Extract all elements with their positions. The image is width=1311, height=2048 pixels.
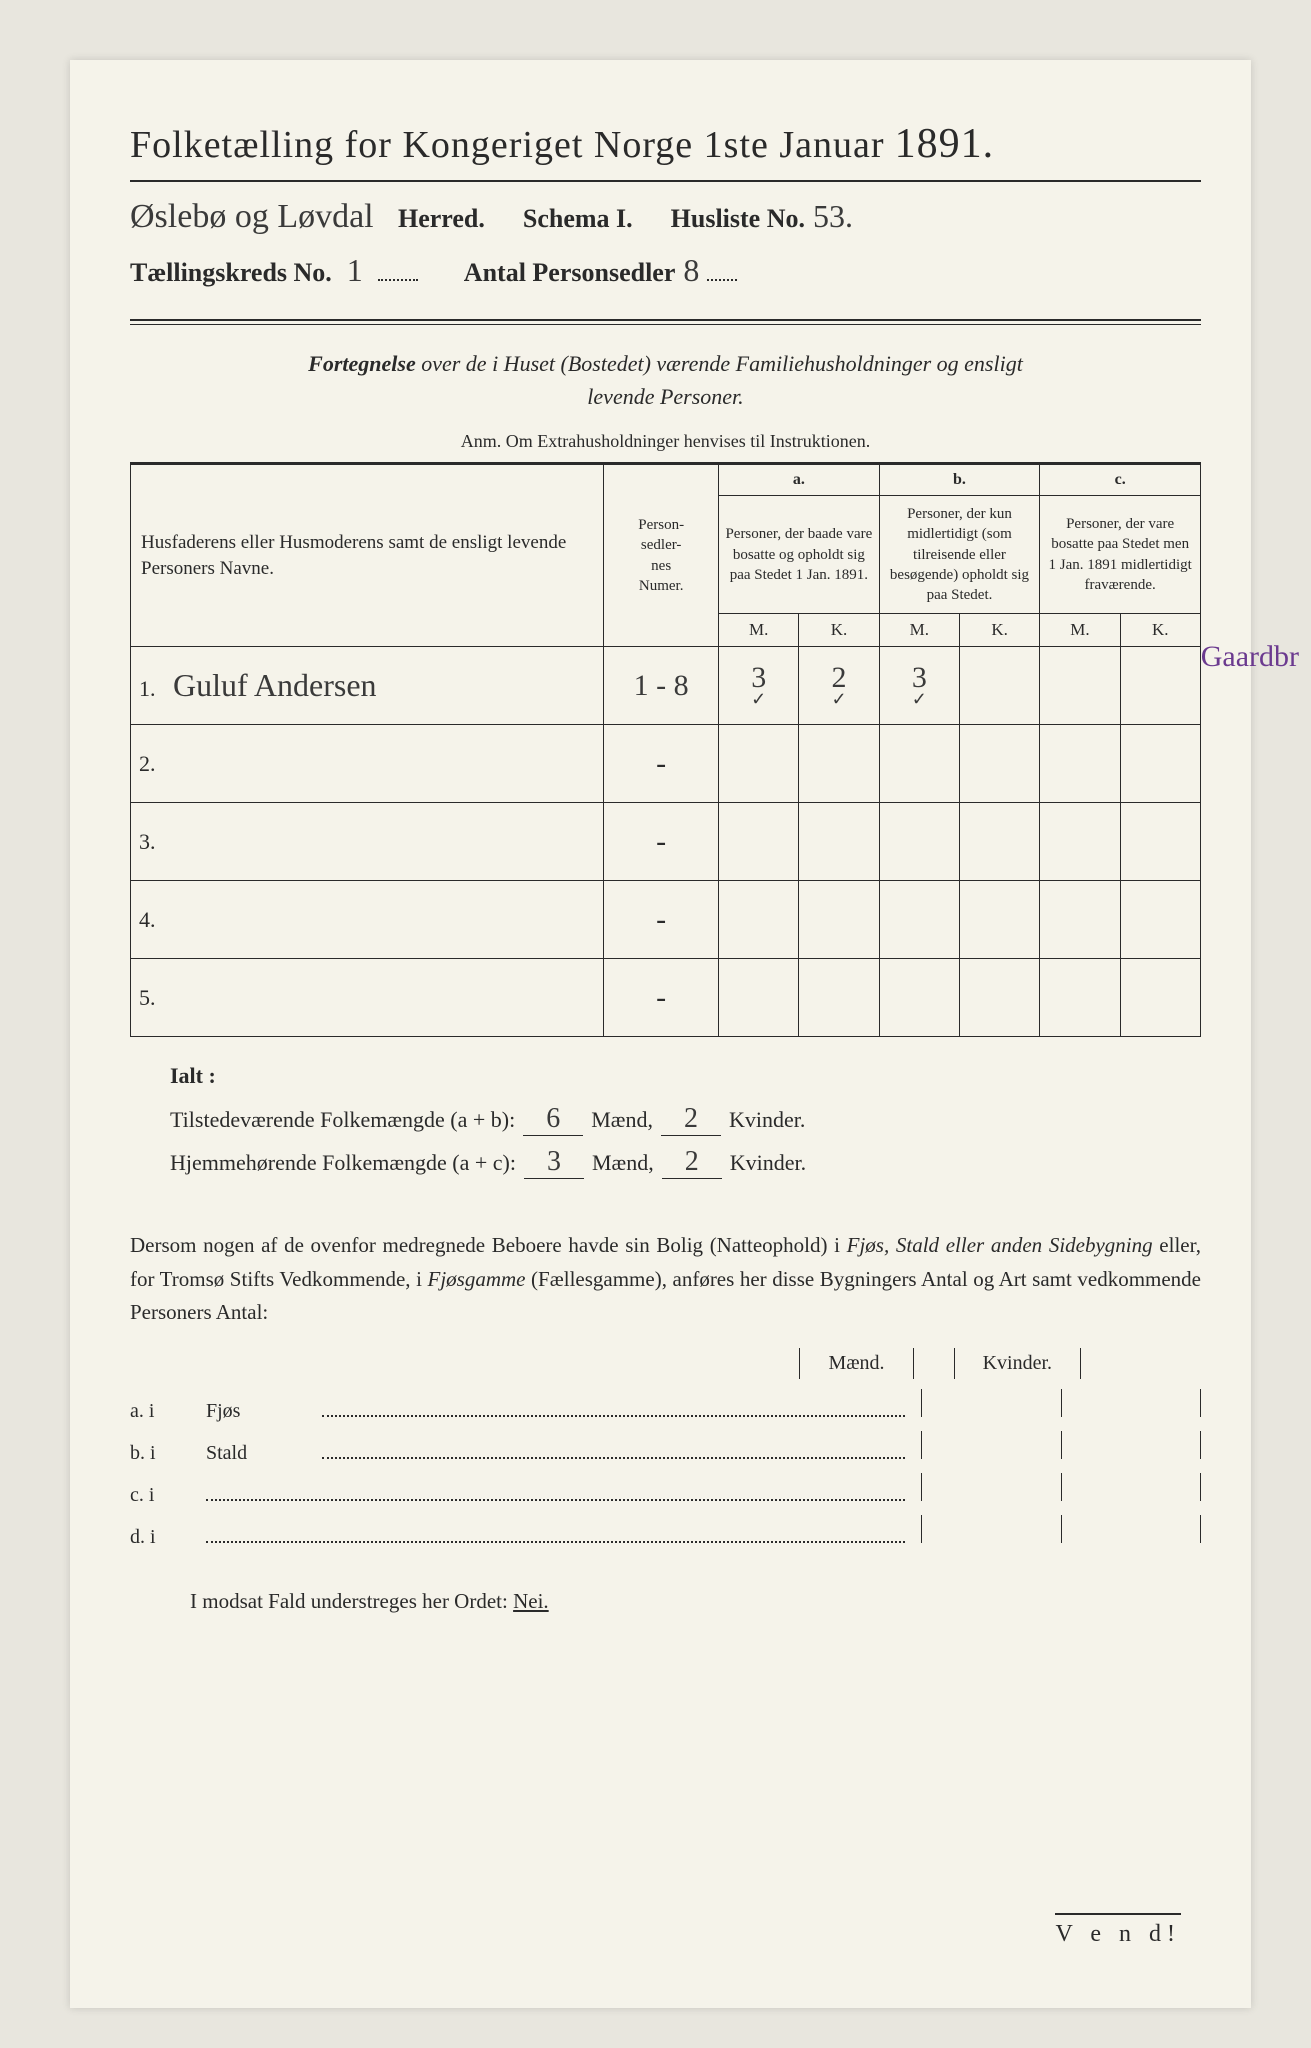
forteg-lead: Fortegnelse [308, 351, 416, 376]
husliste-label: Husliste No. [671, 204, 805, 234]
col-a-label: a. [719, 465, 880, 496]
dwelling-paragraph: Dersom nogen af de ovenfor medregnede Be… [130, 1229, 1201, 1330]
col-b-desc: Personer, der kun midlertidigt (som tilr… [879, 496, 1040, 614]
row-d: d. i [130, 1515, 1201, 1549]
ialt2-m: 3 [524, 1146, 584, 1179]
antal-label: Antal Personsedler [464, 258, 676, 288]
ialt-row-2: Hjemmehørende Folkemængde (a + c): 3 Mæn… [170, 1146, 1201, 1179]
forteg-rest2: levende Personer. [587, 384, 743, 409]
totals-block: Ialt : Tilstedeværende Folkemængde (a + … [130, 1063, 1201, 1179]
title-text: Folketælling for Kongeriget Norge 1ste J… [130, 123, 885, 167]
row-c: c. i [130, 1473, 1201, 1507]
c-k: K. [1120, 614, 1200, 647]
table-row: 5. - [131, 959, 1201, 1037]
table-row: 1.Guluf Andersen 1 - 8 3✓ 2✓ 3✓ [131, 647, 1201, 725]
col-c-desc: Personer, der vare bosatte paa Stedet me… [1040, 496, 1201, 614]
margin-annotation: Gaardbr [1201, 640, 1299, 674]
mk-column-heads: Mænd. Kvinder. [130, 1348, 1201, 1379]
double-rule [130, 319, 1201, 325]
household-table: Husfaderens eller Husmoderens samt de en… [130, 464, 1201, 1037]
table-row: 3. - [131, 803, 1201, 881]
table-body: 1.Guluf Andersen 1 - 8 3✓ 2✓ 3✓ 2. - 3. … [131, 647, 1201, 1037]
kvinder-head: Kvinder. [954, 1348, 1081, 1379]
census-form-page: Folketælling for Kongeriget Norge 1ste J… [70, 60, 1251, 2008]
herred-label: Herred. [398, 204, 485, 234]
ialt1-m: 6 [523, 1103, 583, 1136]
col-c-label: c. [1040, 465, 1201, 496]
col-numer: Person- sedler- nes Numer. [604, 465, 719, 647]
kreds-label: Tællingskreds No. [130, 258, 332, 288]
vend-marker: V e n d! [1055, 1913, 1181, 1948]
b-k: K. [959, 614, 1039, 647]
ialt-row-1: Tilstedeværende Folkemængde (a + b): 6 M… [170, 1103, 1201, 1136]
husliste-no: 53. [813, 198, 853, 235]
ialt-title: Ialt : [170, 1063, 1201, 1089]
title-year: 1891. [895, 120, 995, 168]
c-m: M. [1040, 614, 1120, 647]
b-m: M. [879, 614, 959, 647]
col-names: Husfaderens eller Husmoderens samt de en… [131, 465, 604, 647]
maend-head: Mænd. [799, 1348, 913, 1379]
table-row: 2. - [131, 725, 1201, 803]
row1-name: Guluf Andersen [173, 667, 377, 703]
header-line-1: Øslebø og Løvdal Herred. Schema I. Husli… [130, 198, 1201, 236]
col-b-label: b. [879, 465, 1040, 496]
a-k: K. [799, 614, 879, 647]
fortegnelse-heading: Fortegnelse over de i Huset (Bostedet) v… [130, 347, 1201, 413]
anm-note: Anm. Om Extrahusholdninger henvises til … [130, 431, 1201, 464]
col-a-desc: Personer, der baade vare bosatte og opho… [719, 496, 880, 614]
row-a: a. i Fjøs [130, 1389, 1201, 1423]
kreds-no: 1 [340, 252, 370, 289]
abcd-list: a. i Fjøs b. i Stald c. i d. i [130, 1389, 1201, 1549]
main-title: Folketælling for Kongeriget Norge 1ste J… [130, 120, 1201, 182]
ialt1-k: 2 [661, 1103, 721, 1136]
forteg-rest1: over de i Huset (Bostedet) værende Famil… [421, 351, 1023, 376]
antal-no: 8 [683, 252, 699, 289]
table-row: 4. - [131, 881, 1201, 959]
herred-handwritten: Øslebø og Løvdal [130, 198, 390, 236]
header-line-2: Tællingskreds No. 1 Antal Personsedler 8 [130, 252, 1201, 289]
row1-numer: 1 - 8 [604, 647, 719, 725]
a-m: M. [719, 614, 799, 647]
nei-line: I modsat Fald understreges her Ordet: Ne… [130, 1589, 1201, 1614]
row-b: b. i Stald [130, 1431, 1201, 1465]
schema-label: Schema I. [523, 204, 633, 234]
ialt2-k: 2 [662, 1146, 722, 1179]
nei-word: Nei. [513, 1589, 549, 1613]
